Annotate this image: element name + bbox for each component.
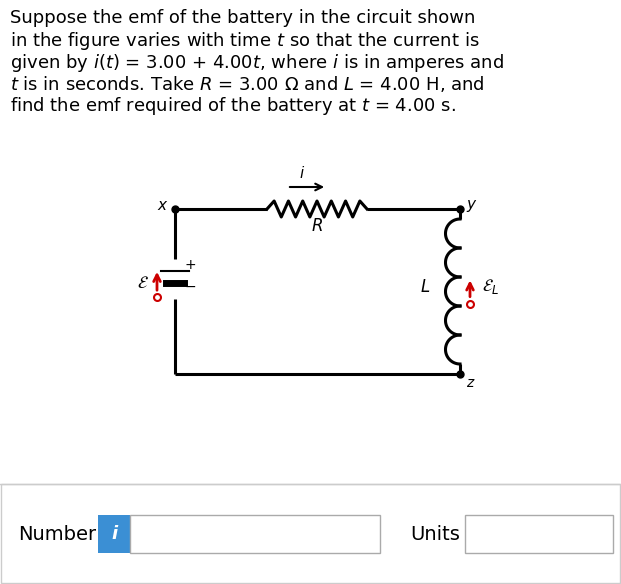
Text: $t$ is in seconds. Take $R$ = 3.00 $\Omega$ and $L$ = 4.00 H, and: $t$ is in seconds. Take $R$ = 3.00 $\Ome…	[10, 74, 484, 93]
Text: Number: Number	[18, 524, 96, 544]
Text: $L$: $L$	[420, 277, 430, 296]
Bar	[98, 515, 130, 553]
Text: Units: Units	[410, 524, 460, 544]
Bar	[1, 484, 620, 583]
Text: Suppose the emf of the battery in the circuit shown: Suppose the emf of the battery in the ci…	[10, 9, 475, 27]
Text: find the emf required of the battery at $t$ = 4.00 s.: find the emf required of the battery at …	[10, 95, 456, 117]
Bar	[465, 515, 613, 553]
Text: −: −	[185, 280, 197, 294]
Text: +: +	[185, 258, 197, 272]
Text: $x$: $x$	[158, 199, 169, 214]
Text: $\mathcal{E}_L$: $\mathcal{E}_L$	[482, 277, 499, 296]
Text: in the figure varies with time $t$ so that the current is: in the figure varies with time $t$ so th…	[10, 30, 479, 53]
Bar	[130, 515, 380, 553]
Text: $y$: $y$	[466, 198, 478, 214]
Text: $z$: $z$	[466, 376, 476, 390]
Text: given by $i(t)$ = 3.00 + 4.00$t$, where $i$ is in amperes and: given by $i(t)$ = 3.00 + 4.00$t$, where …	[10, 52, 504, 74]
Text: $R$: $R$	[311, 217, 323, 235]
Text: i: i	[111, 525, 117, 543]
Text: $i$: $i$	[299, 165, 305, 181]
Text: $\mathcal{E}$: $\mathcal{E}$	[137, 274, 149, 292]
